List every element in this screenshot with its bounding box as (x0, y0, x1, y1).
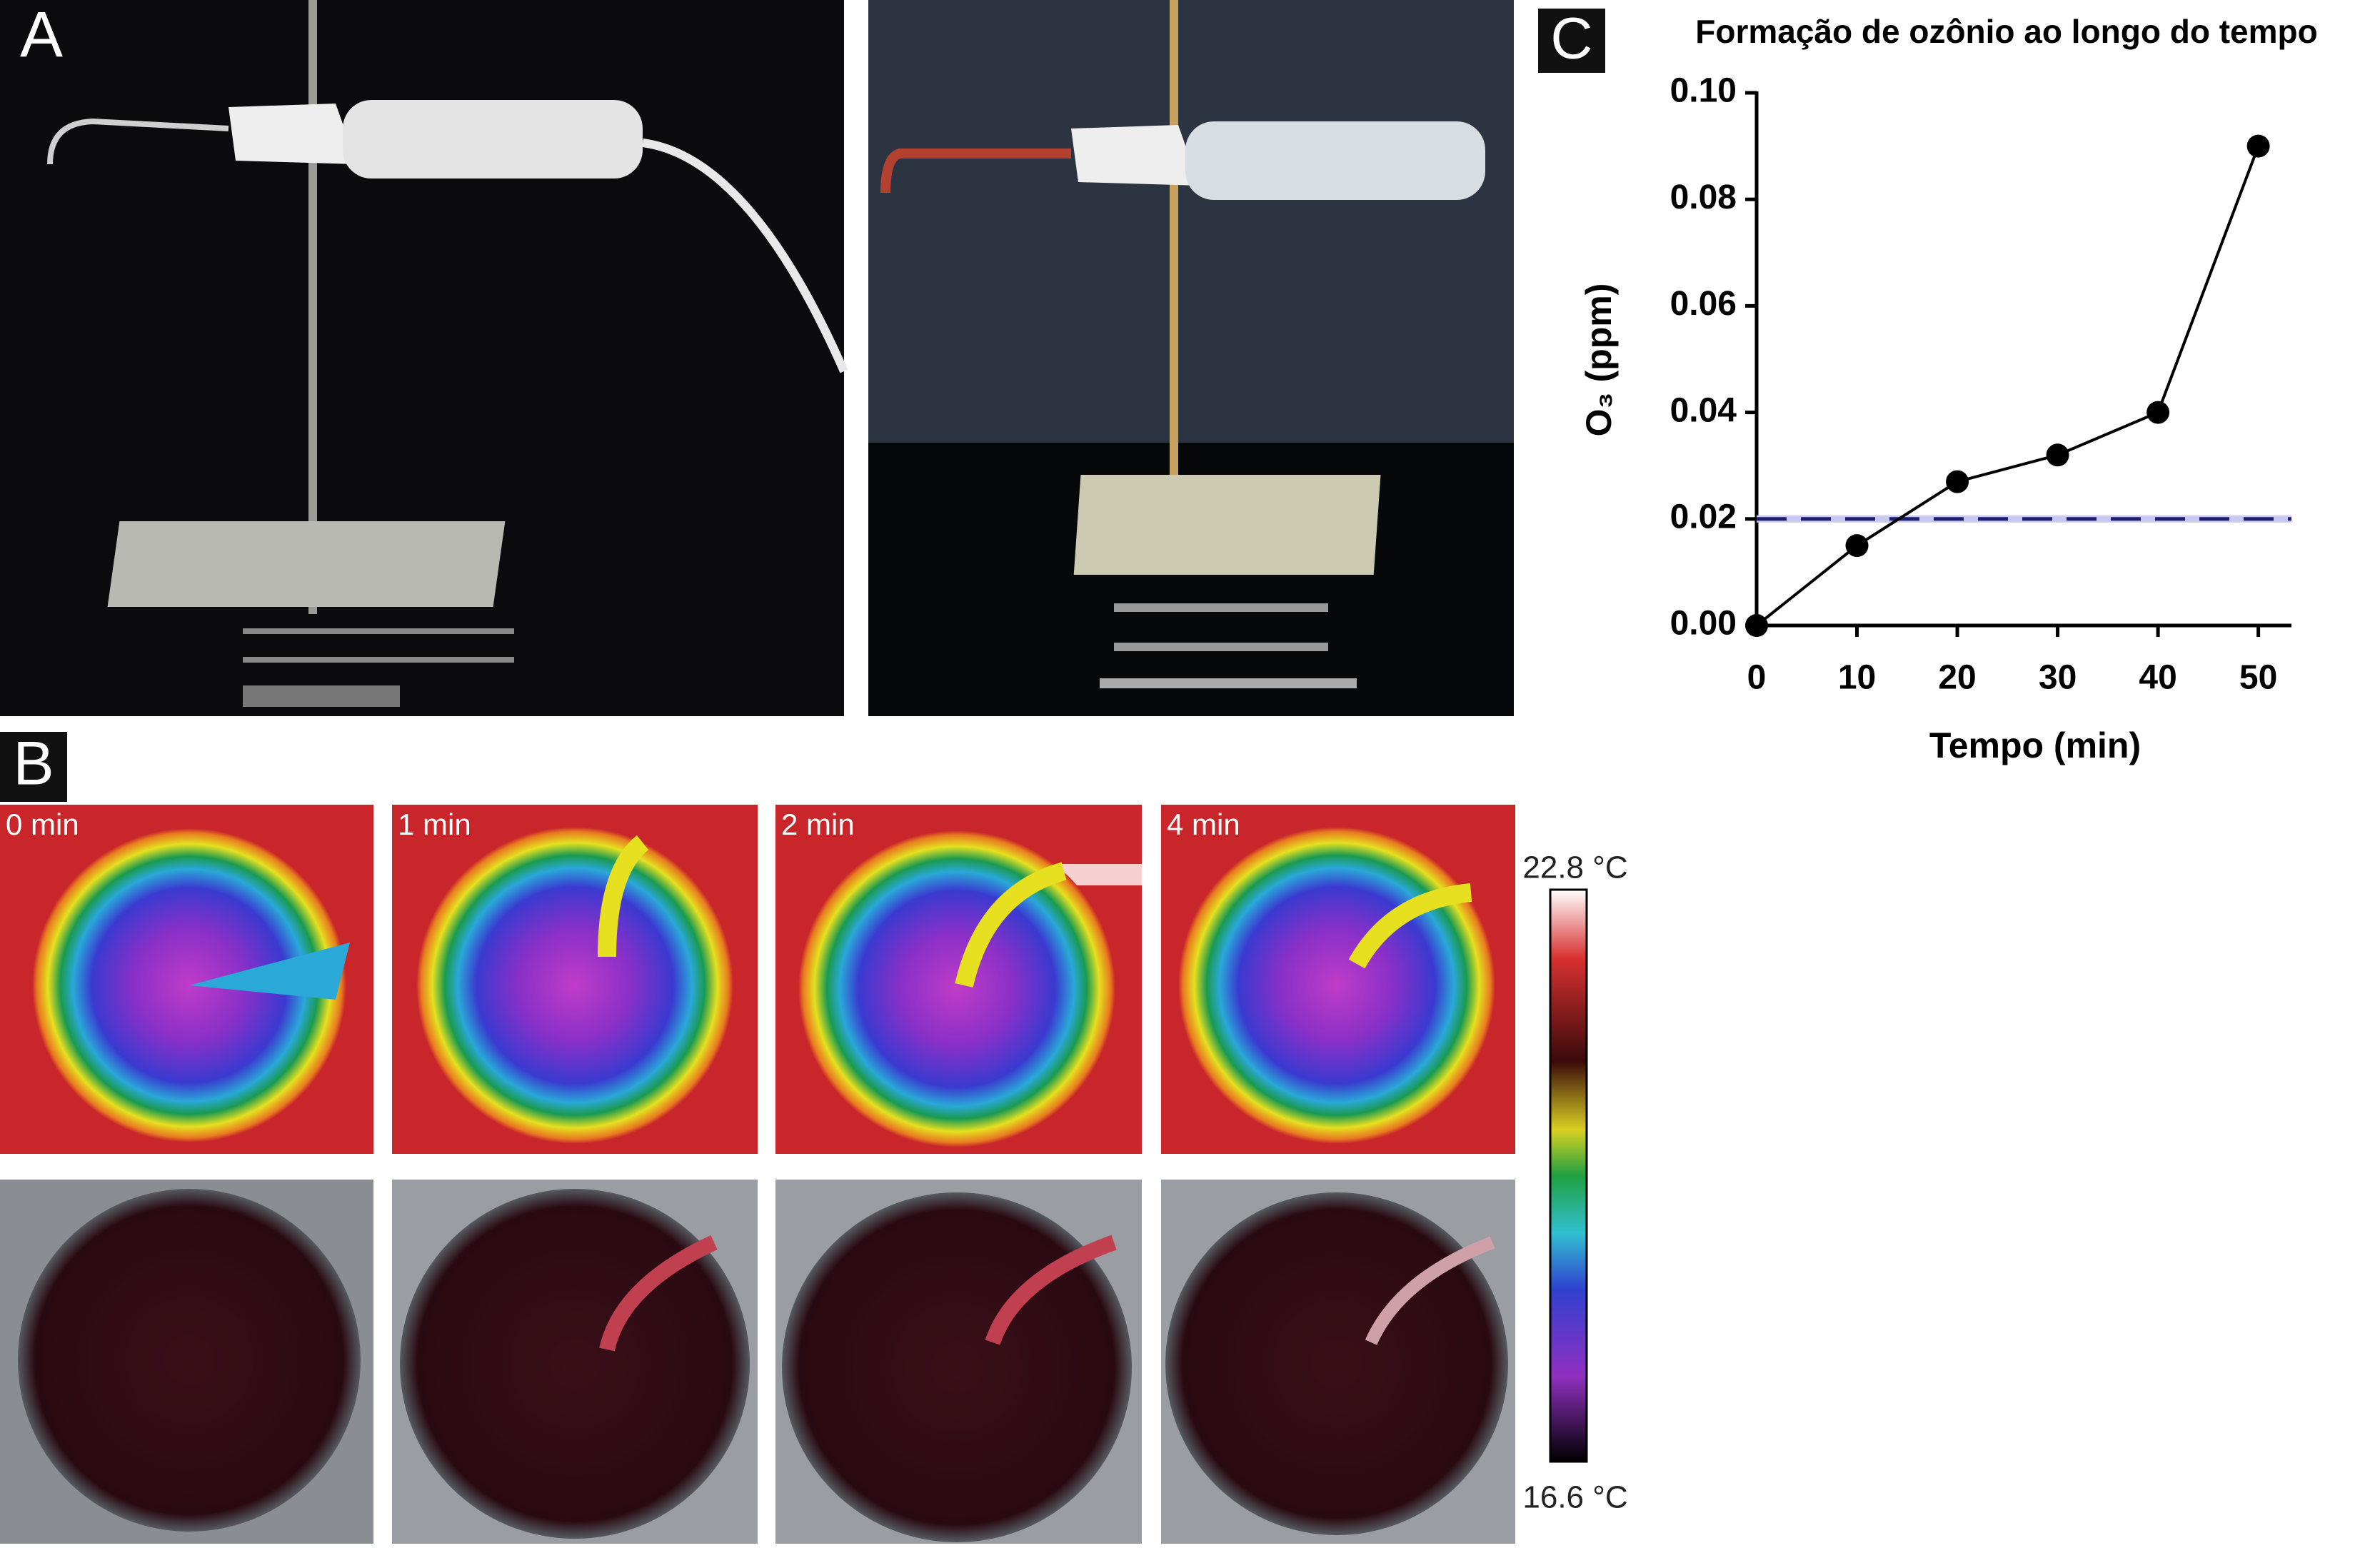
photo-a-left (0, 0, 848, 716)
frame-label: 4 min (1167, 808, 1240, 841)
frame-label: 0 min (6, 808, 79, 841)
line-chart: Formação de ozônio ao longo do tempo Tem… (1579, 13, 2318, 765)
petri-dish (18, 1189, 361, 1532)
data-point (2146, 401, 2170, 424)
panel-label-box (1538, 9, 1605, 73)
photo-a-right (868, 0, 1514, 716)
panel-label-box (0, 732, 67, 802)
thermal-row: 0 min 1 min 2 min 4 min (0, 805, 1515, 1154)
y-tick-label: 0.06 (1670, 285, 1737, 323)
data-point (2046, 443, 2069, 467)
petri-dish (1165, 1192, 1508, 1535)
petri-row (0, 1180, 1515, 1544)
thermal-image: 2 min (775, 805, 1142, 1154)
data-point (1946, 470, 1969, 493)
data-point (1845, 534, 1869, 558)
data-point (1745, 614, 1768, 637)
x-tick-label: 0 (1747, 659, 1767, 697)
thermal-image: 4 min (1161, 805, 1515, 1154)
petri-dish (400, 1189, 750, 1539)
panel-label: A (20, 0, 63, 71)
y-tick-label: 0.00 (1670, 605, 1737, 643)
data-line (1755, 145, 2260, 627)
data-point (2246, 134, 2270, 158)
thermal-image: 1 min (392, 805, 758, 1154)
colorbar-max-label: 22.8 °C (1522, 850, 1627, 885)
y-tick-label: 0.10 (1670, 72, 1737, 110)
petri-dish (782, 1192, 1132, 1542)
x-tick-label: 20 (1938, 659, 1976, 697)
y-tick-label: 0.08 (1670, 179, 1737, 216)
y-tick-label: 0.02 (1670, 498, 1737, 536)
panel-label: C (1550, 6, 1592, 71)
frame-label: 1 min (398, 808, 471, 841)
x-tick-label: 40 (2139, 659, 2176, 697)
panel-label: B (13, 730, 54, 798)
x-tick-label: 50 (2239, 659, 2277, 697)
x-tick-label: 10 (1838, 659, 1876, 697)
thermal-image: 0 min (0, 805, 373, 1154)
y-axis-title: O₃ (ppm) (1579, 283, 1619, 437)
x-tick-label: 30 (2039, 659, 2077, 697)
chart-title: Formação de ozônio ao longo do tempo (1695, 13, 2317, 50)
y-tick-label: 0.04 (1670, 391, 1737, 429)
colorbar: 22.8 °C 16.6 °C (1522, 850, 1627, 1515)
colorbar-min-label: 16.6 °C (1522, 1480, 1627, 1515)
x-axis-title: Tempo (min) (1929, 725, 2141, 765)
frame-label: 2 min (781, 808, 855, 841)
